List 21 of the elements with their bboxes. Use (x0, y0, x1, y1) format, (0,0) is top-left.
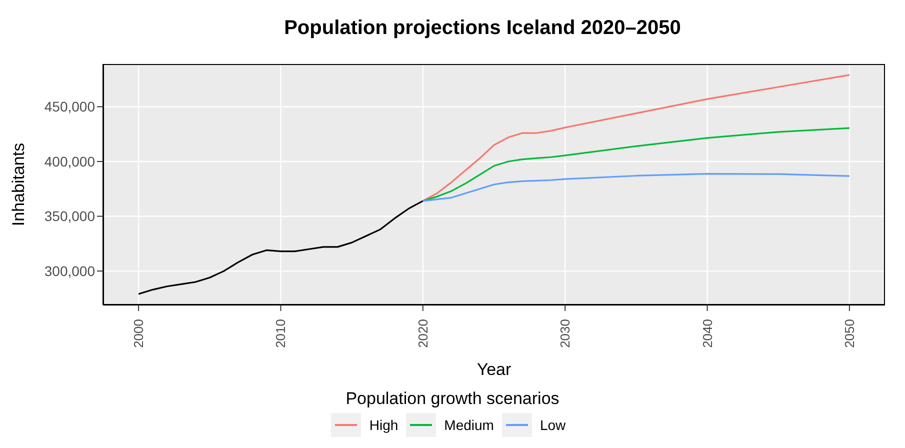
chart-title: Population projections Iceland 2020–2050 (283, 16, 682, 41)
legend-label: Low (540, 417, 566, 433)
line-series (422, 172, 850, 202)
line-series (138, 200, 424, 295)
x-tick-label: 2050 (842, 319, 857, 348)
x-tick-label: 2000 (131, 319, 146, 348)
y-axis-title: Inhabitants (9, 142, 28, 226)
line-series (422, 127, 850, 202)
x-tick-label: 2030 (558, 319, 573, 348)
x-tick-label: 2020 (415, 319, 430, 348)
x-tick-label: 2040 (700, 319, 715, 348)
y-tick-label: 450,000 (44, 98, 96, 115)
line-series (422, 74, 850, 202)
legend-label: High (369, 417, 398, 433)
x-tick-label: 2010 (273, 319, 288, 348)
legend-title: Population growth scenarios (346, 389, 560, 409)
y-tick-label: 350,000 (44, 208, 96, 224)
y-tick-label: 400,000 (44, 153, 96, 170)
x-axis-title: Year (476, 360, 512, 379)
y-tick-label: 300,000 (44, 263, 96, 280)
legend-label: Medium (444, 417, 494, 433)
